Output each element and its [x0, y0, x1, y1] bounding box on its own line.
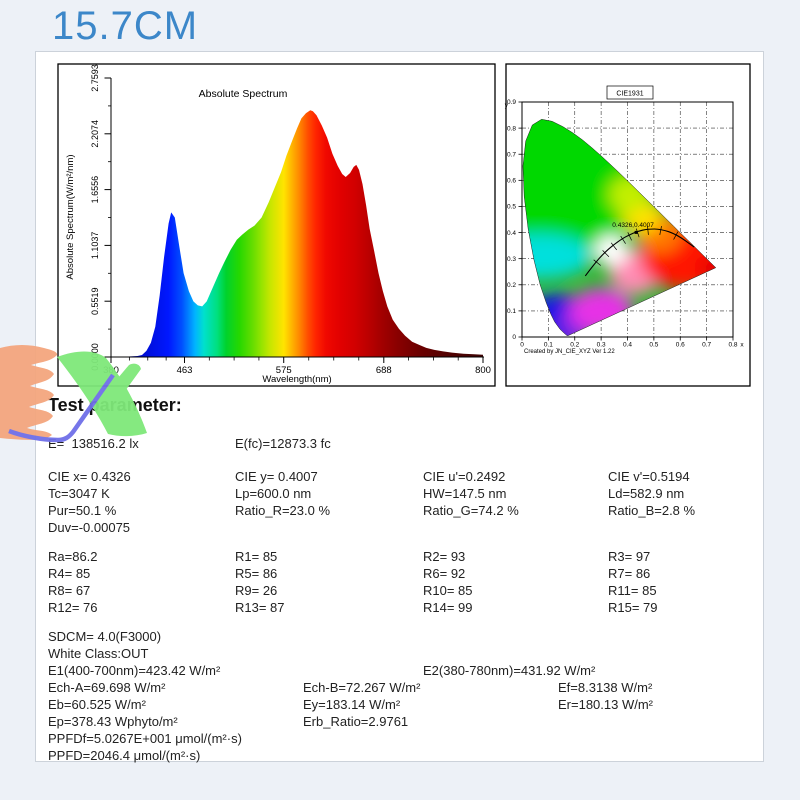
svg-text:0.6: 0.6: [676, 342, 685, 349]
spectrum-x-axis-label: Wavelength(nm): [262, 374, 331, 385]
spectrum-chart-title: Absolute Spectrum: [199, 88, 288, 100]
svg-text:0.6: 0.6: [507, 178, 516, 185]
cie-point-marker: [634, 230, 638, 234]
svg-text:0.4: 0.4: [623, 342, 632, 349]
svg-text:0.5519: 0.5519: [90, 287, 100, 315]
watermark-orange-shape: [0, 345, 58, 440]
svg-text:688: 688: [376, 365, 392, 376]
cie-point-label: 0.4326,0.4007: [612, 222, 654, 229]
svg-text:463: 463: [177, 365, 193, 376]
report-card: [35, 51, 764, 762]
svg-text:0.7: 0.7: [507, 151, 516, 158]
svg-text:0: 0: [512, 334, 516, 341]
svg-text:0.5: 0.5: [649, 342, 658, 349]
svg-text:0.2: 0.2: [570, 342, 579, 349]
svg-text:0.9: 0.9: [507, 99, 516, 106]
watermark-logo: [0, 345, 147, 443]
page-title: 15.7CM: [52, 4, 199, 48]
cie-credit-text: Created by JN_CIE_XYZ Ver 1.22: [524, 349, 615, 355]
watermark-blue-check: [8, 373, 115, 443]
svg-text:0.1: 0.1: [544, 342, 553, 349]
svg-text:0.1: 0.1: [507, 308, 516, 315]
cie-x-axis-label: x: [740, 342, 744, 349]
spectrum-chart-frame: [57, 63, 496, 387]
cie-y-axis-label: y: [505, 102, 509, 109]
svg-text:0.2: 0.2: [507, 282, 516, 289]
svg-text:2.2074: 2.2074: [90, 120, 100, 148]
cie1931-chart: 0 0.1 0.2 0.3 0.4 0.5 0.6 0.7 0.8 x00.10.20.30.40…: [505, 63, 751, 387]
svg-text:1.1037: 1.1037: [90, 232, 100, 260]
svg-text:0: 0: [520, 342, 524, 349]
svg-text:0.3: 0.3: [597, 342, 606, 349]
svg-text:0.4: 0.4: [507, 230, 516, 237]
svg-text:1.6556: 1.6556: [90, 176, 100, 204]
svg-text:0.8: 0.8: [507, 125, 516, 132]
svg-text:0.7: 0.7: [702, 342, 711, 349]
svg-text:0.8: 0.8: [728, 342, 737, 349]
cie-chart-frame: [505, 63, 751, 387]
svg-text:2.7593: 2.7593: [90, 64, 100, 92]
svg-text:0.5: 0.5: [507, 204, 516, 211]
cie-chart-title: CIE1931: [616, 91, 643, 98]
spectrum-y-axis-label: Absolute Spectrum(W/m²/nm): [65, 154, 76, 279]
svg-text:800: 800: [475, 365, 491, 376]
spectrum-area: [111, 110, 483, 357]
svg-text:0.3: 0.3: [507, 256, 516, 263]
svg-text:575: 575: [276, 365, 292, 376]
